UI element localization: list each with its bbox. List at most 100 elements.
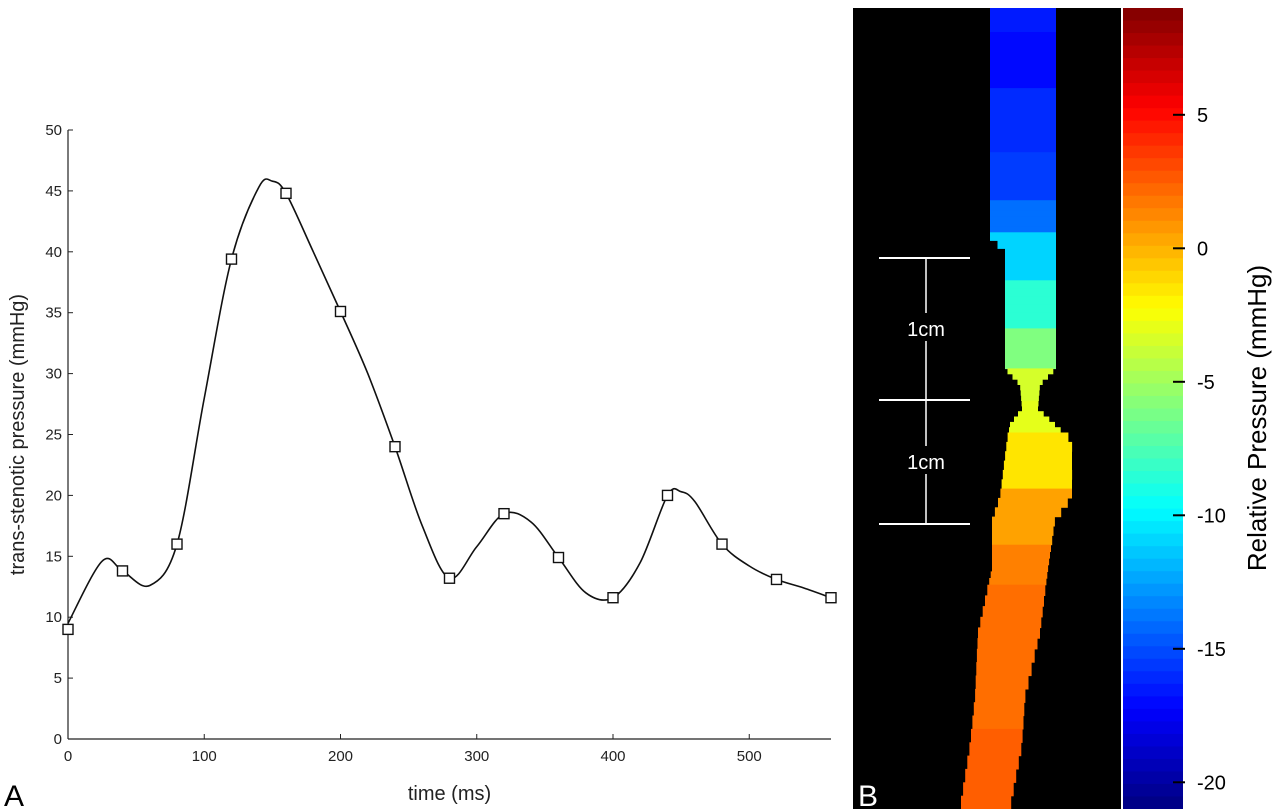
vessel-cell [1005, 320, 1056, 329]
vessel-cell [1012, 373, 1048, 380]
colorbar-step [1123, 646, 1183, 660]
data-point [443, 572, 456, 584]
vessel-cell [990, 216, 1056, 223]
vessel-cell [990, 571, 1048, 579]
vessel-cell [1005, 355, 1056, 363]
data-point [389, 440, 401, 453]
y-tick-label: 10 [45, 609, 62, 626]
vessel-cell [1021, 400, 1039, 407]
vessel-cell [990, 226, 1056, 233]
data-point [225, 253, 238, 265]
colorbar-step [1123, 395, 1183, 410]
vessel-cell [992, 516, 1055, 527]
vessel-cell [1022, 405, 1038, 412]
y-tick-label: 0 [54, 731, 62, 748]
colorbar-step [1123, 233, 1183, 247]
pressure-curve [67, 178, 832, 624]
scale-bar-label: 1cm [907, 452, 945, 474]
colorbar-step [1123, 358, 1183, 372]
colorbar-step [1123, 95, 1183, 109]
data-point [62, 623, 74, 636]
colorbar-step [1123, 133, 1183, 147]
vessel-cell [1005, 248, 1056, 257]
colorbar-step [1123, 421, 1183, 435]
vessel-cell [998, 497, 1068, 508]
colorbar-step [1123, 708, 1183, 722]
data-point [770, 573, 783, 586]
data-point [280, 187, 292, 200]
vessel-cell [969, 742, 1022, 757]
colorbar-step [1123, 746, 1183, 760]
colorbar-step [1123, 771, 1183, 785]
colorbar-step [1123, 320, 1183, 335]
y-tick-label: 25 [45, 427, 62, 444]
vessel-cell [1005, 256, 1056, 265]
colorbar-step [1123, 270, 1183, 284]
colorbar [1123, 8, 1183, 809]
vessel-cell [1007, 432, 1069, 443]
vessel-pressure-map [961, 8, 1073, 809]
colorbar-step [1123, 170, 1183, 184]
vessel-cell [994, 507, 1062, 518]
scale-bars: 1cm 1cm [879, 257, 970, 525]
vessel-cell [1005, 335, 1056, 343]
vessel-cell [992, 535, 1053, 546]
colorbar-tick-label: 0 [1197, 238, 1208, 260]
colorbar-step [1123, 433, 1183, 447]
vessel-cell [1005, 288, 1056, 297]
colorbar-step [1123, 258, 1183, 272]
colorbar-ticks: 5 0 -5 -10 -15 -20 [1173, 105, 1226, 794]
chart-axes [67, 130, 831, 740]
vessel-cell [990, 210, 1056, 217]
x-tick-label: 100 [192, 748, 217, 765]
vessel-cell [990, 152, 1056, 161]
x-axis-label: time (ms) [408, 783, 491, 805]
vessel-cell [987, 584, 1046, 596]
vessel-cell [990, 8, 1056, 13]
x-tick-label: 300 [464, 748, 489, 765]
vessel-cell [965, 768, 1017, 783]
x-tick-label: 500 [737, 748, 762, 765]
vessel-cell [1017, 379, 1043, 385]
vessel-cell [1020, 384, 1040, 391]
vessel-cell [990, 16, 1056, 21]
vessel-cell [982, 606, 1043, 618]
colorbar-step [1123, 671, 1183, 685]
colorbar-step [1123, 308, 1183, 322]
vessel-cell [975, 675, 1029, 690]
colorbar-step [1123, 295, 1183, 309]
vessel-cell [990, 205, 1056, 212]
vessel-cell [990, 88, 1056, 100]
y-axis-ticks: 0 5 10 15 20 25 30 35 40 45 50 [45, 122, 73, 748]
vessel-cell [1005, 328, 1056, 336]
vessel-cell [990, 200, 1056, 207]
colorbar-step [1123, 333, 1183, 347]
colorbar-step [1123, 446, 1183, 460]
y-tick-label: 40 [45, 244, 62, 261]
colorbar-step [1123, 20, 1183, 34]
y-tick-label: 30 [45, 366, 62, 383]
data-point [498, 507, 510, 520]
vessel-cell [963, 782, 1014, 797]
vessel-cell [990, 78, 1056, 89]
colorbar-tick-label: 5 [1197, 105, 1208, 127]
data-point [116, 565, 129, 577]
colorbar-step [1123, 796, 1183, 809]
panel-a-line-chart: 0 5 10 15 20 25 30 35 40 45 50 0 100 200 300 400 500 ti… [4, 122, 837, 809]
colorbar-step [1123, 621, 1183, 635]
vessel-cell [1005, 451, 1072, 462]
vessel-cell [961, 795, 1012, 809]
vessel-cell [976, 648, 1035, 663]
vessel-cell [1007, 368, 1054, 375]
scale-bar-label: 1cm [907, 319, 945, 341]
x-tick-label: 400 [600, 748, 625, 765]
data-markers [62, 187, 837, 636]
vessel-cell [985, 595, 1044, 607]
vessel-cell [990, 232, 1056, 241]
panel-b-pressure-map: 1cm 1cm 5 0 -5 -10 -15 -20 Relative Pressure (… [853, 8, 1272, 809]
vessel-cell [990, 176, 1056, 185]
colorbar-step [1123, 471, 1183, 485]
panel-label-b: B [858, 780, 878, 809]
vessel-cell [992, 558, 1050, 566]
